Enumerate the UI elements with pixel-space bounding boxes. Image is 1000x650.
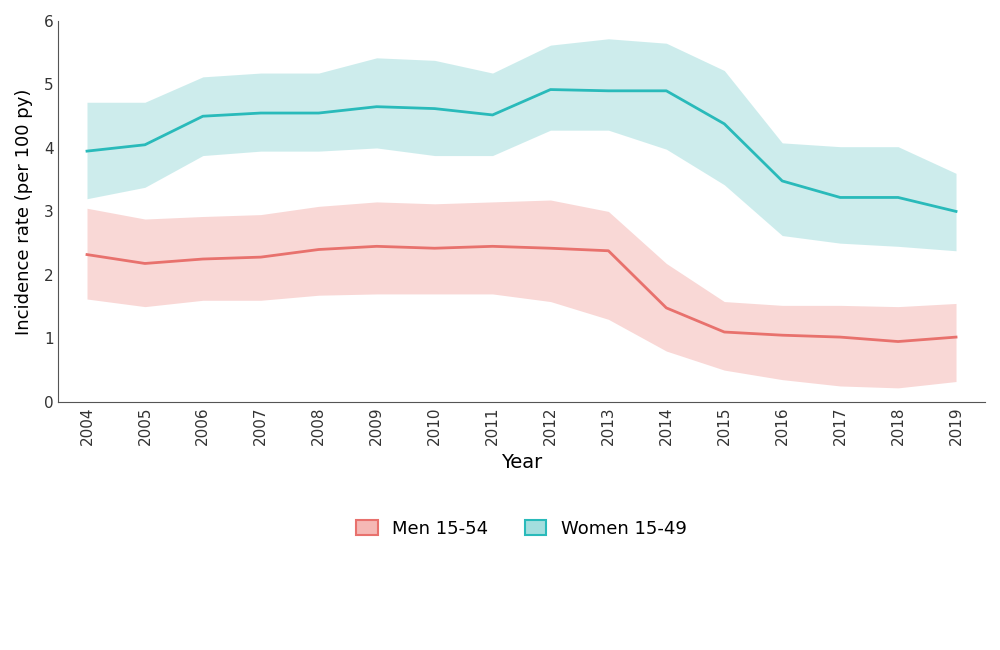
Y-axis label: Incidence rate (per 100 py): Incidence rate (per 100 py) [15,88,33,335]
X-axis label: Year: Year [501,453,542,472]
Legend: Men 15-54, Women 15-49: Men 15-54, Women 15-49 [356,519,687,538]
